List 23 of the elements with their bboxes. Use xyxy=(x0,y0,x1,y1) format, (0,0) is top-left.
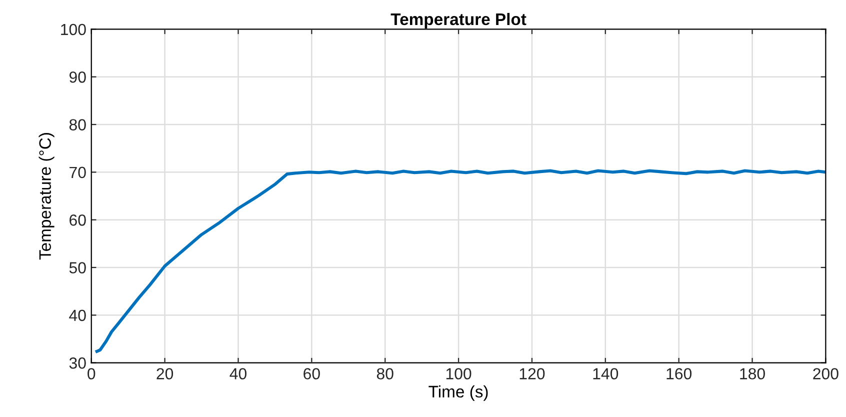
y-axis-title: Temperature (°C) xyxy=(38,133,54,260)
y-tick-label: 40 xyxy=(69,310,86,322)
x-tick-label: 60 xyxy=(304,368,320,380)
y-tick-label: 100 xyxy=(61,24,86,36)
y-tick-label: 50 xyxy=(69,262,86,274)
x-tick-label: 100 xyxy=(446,368,472,380)
y-tick-label: 90 xyxy=(69,71,86,83)
y-tick-label: 80 xyxy=(69,119,86,130)
line-series xyxy=(95,169,826,353)
x-tick-label: 160 xyxy=(666,368,692,380)
y-tick-label: 60 xyxy=(70,214,86,226)
x-tick-label: 80 xyxy=(376,368,394,380)
x-tick-label: 180 xyxy=(740,368,765,380)
x-tick-label: 200 xyxy=(813,368,838,380)
y-tick-label: 30 xyxy=(69,357,86,369)
x-tick-label: 140 xyxy=(593,368,618,380)
y-tick-label: 70 xyxy=(70,166,86,178)
chart-title: Temperature Plot xyxy=(390,12,526,28)
x-tick-label: 120 xyxy=(520,368,545,380)
x-tick-label: 40 xyxy=(230,368,246,380)
x-tick-label: 20 xyxy=(156,368,174,380)
x-tick-label: 0 xyxy=(88,368,96,380)
x-axis-title: Time (s) xyxy=(428,385,488,401)
